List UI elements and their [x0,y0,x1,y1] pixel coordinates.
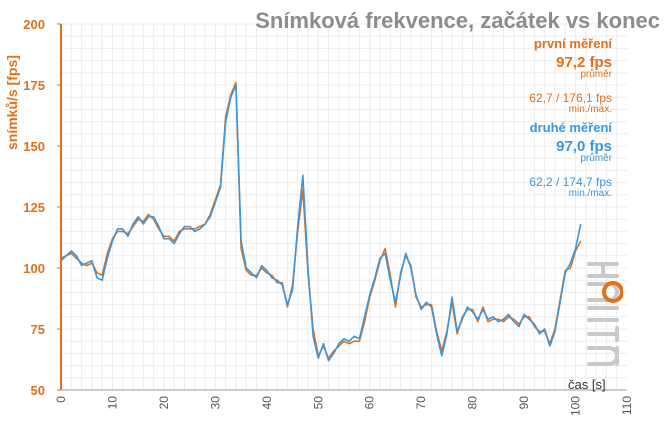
series-line-2 [60,84,582,362]
axes [57,23,627,391]
series-1-minmax: 62,7 / 176,1 fps [529,91,612,105]
pctuning-logo [587,262,623,366]
series-1-stats: první měření 97,2 fps průměr 62,7 / 176,… [529,36,612,115]
x-tick-label: 80 [466,396,480,410]
x-tick-label: 60 [363,396,377,410]
chart-title: Snímková frekvence, začátek vs konec [255,8,660,33]
y-tick-labels: 50 75 100 125 150 175 200 [23,17,45,398]
x-tick-label: 90 [517,396,531,410]
x-tick-label: 110 [620,396,634,415]
y-axis-label: snímků/s [fps] [4,55,20,150]
x-axis-label: čas [s] [568,377,606,392]
series-2-minmax: 62,2 / 174,7 fps [529,175,612,189]
x-tick-label: 20 [157,396,171,410]
series-2-minmax-label: min./max. [568,188,612,199]
x-tick-label: 100 [569,396,583,416]
y-tick-label: 150 [23,139,45,154]
x-tick-label: 40 [260,396,274,410]
y-tick-label: 50 [31,383,45,398]
series-1-avg-label: průměr [580,69,612,80]
x-tick-label: 70 [414,396,428,410]
y-tick-label: 100 [23,261,45,276]
series-1-name: první měření [533,36,612,51]
y-tick-label: 200 [23,17,45,32]
series-2-name: druhé měření [529,120,612,135]
y-tick-label: 125 [23,200,45,215]
x-tick-labels: 0 10 20 30 40 50 60 70 80 90 100 110 [54,396,634,416]
series-2-stats: druhé měření 97,0 fps průměr 62,2 / 174,… [529,120,612,199]
x-tick-label: 30 [208,396,222,410]
x-tick-label: 10 [105,396,119,410]
series-lines [60,81,582,362]
series-1-minmax-label: min./max. [568,104,612,115]
x-tick-label: 0 [54,396,68,403]
series-2-avg-label: průměr [580,153,612,164]
x-tick-label: 50 [311,396,325,410]
series-1-avg: 97,2 fps [556,54,612,71]
series-2-avg: 97,0 fps [556,138,612,155]
y-tick-label: 175 [23,78,45,93]
y-tick-label: 75 [31,322,45,337]
grid [61,23,627,390]
